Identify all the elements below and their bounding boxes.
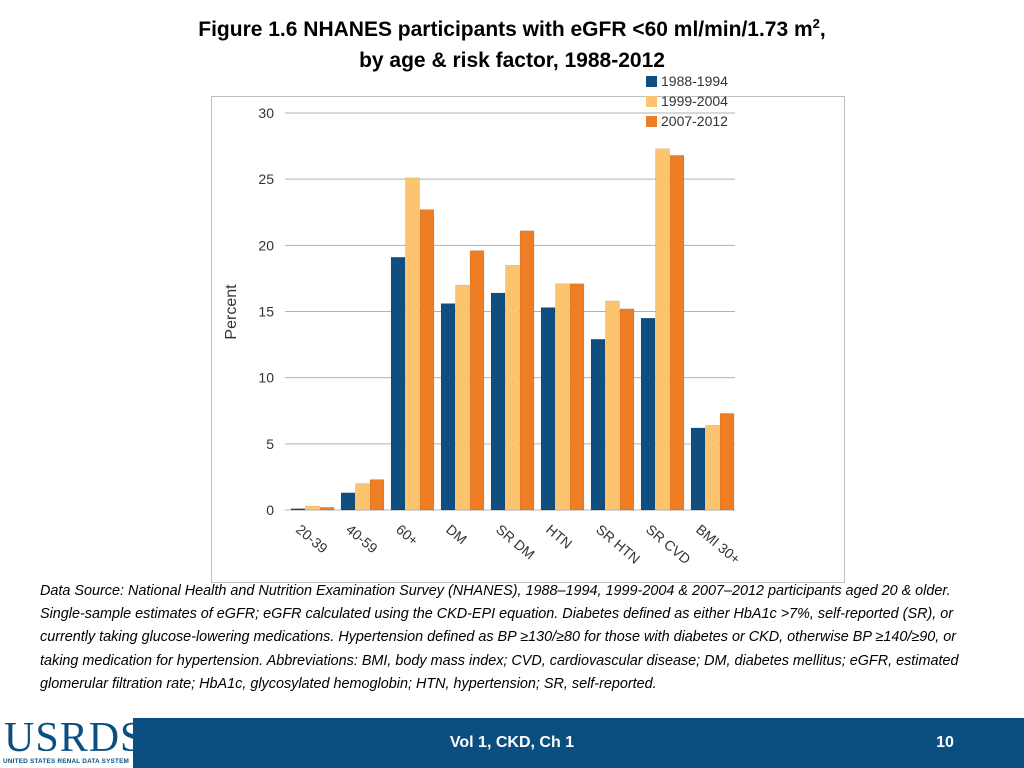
y-tick-label: 15 [258,304,274,320]
title-superscript: 2 [812,16,820,31]
y-tick-label: 5 [266,436,274,452]
bar-2007-2012-SR DM [519,230,535,511]
chart-frame [211,96,845,583]
bar-2007-2012-40-59 [369,479,385,511]
figure-title: Figure 1.6 NHANES participants with eGFR… [0,8,1024,76]
title-line-1-suffix: , [819,18,826,41]
bar-2007-2012-DM [469,250,485,511]
bar-2007-2012-SR HTN [619,308,635,511]
bar-1988-1994-20-39 [290,508,306,511]
x-tick-label: 60+ [393,521,421,549]
bar-1999-2004-SR CVD [655,148,670,511]
bar-chart: 0 5 10 15 20 25 30 Percent 20-39 40-59 60+ DM SR DM H… [223,73,744,567]
y-tick-label: 30 [258,105,274,121]
x-tick-label: SR CVD [643,521,694,567]
page-number: 10 [936,734,954,751]
bar-2007-2012-HTN [569,283,585,511]
bar-1988-1994-SR DM [490,292,506,511]
x-tick-label: SR DM [493,521,538,562]
bar-1999-2004-20-39 [305,505,320,511]
bar-1999-2004-40-59 [355,483,370,511]
y-tick-label: 25 [258,171,274,187]
y-tick-label: 20 [258,237,274,253]
usrds-logo: USRDS UNITED STATES RENAL DATA SYSTEM [0,716,143,768]
x-tick-label: 40-59 [343,521,381,556]
bar-1988-1994-SR HTN [590,339,606,511]
y-tick-label: 0 [266,502,274,518]
footer-bar: USRDS UNITED STATES RENAL DATA SYSTEM Vo… [0,716,1024,768]
bar-1988-1994-40-59 [340,492,356,511]
bar-2007-2012-60+ [419,209,435,511]
bar-2007-2012-SR CVD [669,155,685,511]
bar-1999-2004-BMI 30+ [705,425,720,511]
title-line-2: by age & risk factor, 1988-2012 [359,49,665,72]
bar-2007-2012-BMI 30+ [719,413,735,511]
legend-label: 2007-2012 [661,113,728,129]
legend-label: 1999-2004 [661,93,728,109]
y-axis-label: Percent [223,284,240,340]
x-tick-label: BMI 30+ [693,521,744,567]
title-line-1-text: Figure 1.6 NHANES participants with eGFR… [198,18,813,41]
footer-volume-label: Vol 1, CKD, Ch 1 [449,734,575,751]
bar-1988-1994-HTN [540,307,556,511]
data-source-note: Data Source: National Health and Nutriti… [40,583,959,692]
bar-1988-1994-60+ [390,256,406,511]
bar-1988-1994-SR CVD [640,317,656,511]
logo-subtext: UNITED STATES RENAL DATA SYSTEM [3,758,130,765]
bar-1999-2004-HTN [555,283,570,511]
bar-1999-2004-60+ [405,177,420,511]
bar-1988-1994-DM [440,303,456,511]
bar-2007-2012-20-39 [319,507,335,511]
legend-swatch [646,116,657,127]
legend-swatch [646,96,657,107]
x-tick-label: DM [443,521,470,547]
bar-1999-2004-DM [455,284,470,511]
x-tick-label: 20-39 [293,521,331,556]
x-tick-label: HTN [543,521,575,552]
bar-1988-1994-BMI 30+ [690,427,706,511]
y-tick-label: 10 [258,370,274,386]
logo-text: USRDS [4,715,145,761]
bar-1999-2004-SR HTN [605,300,620,511]
legend-swatch [646,76,657,87]
title-line-1: Figure 1.6 NHANES participants with eGFR… [0,8,1024,45]
legend-label: 1988-1994 [661,73,728,89]
x-tick-label: SR HTN [593,521,643,567]
bar-1999-2004-SR DM [505,264,520,511]
